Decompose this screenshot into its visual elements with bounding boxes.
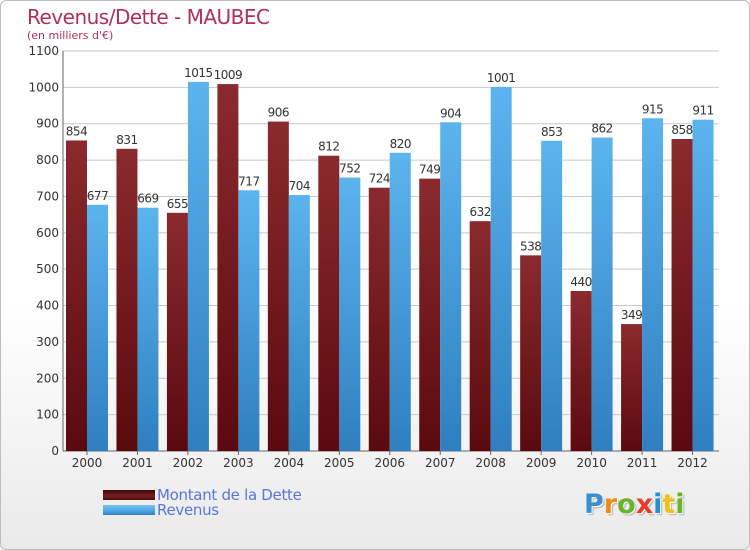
- bar-revenus: [238, 190, 260, 452]
- logo-letter: t: [662, 489, 676, 520]
- y-tick-label: 600: [36, 226, 59, 240]
- y-tick-label: 700: [36, 189, 59, 203]
- bar-dette: [217, 84, 239, 451]
- x-tick-label: 2000: [72, 456, 103, 470]
- legend-label-dette: Montant de la Dette: [157, 486, 302, 504]
- chart-title: Revenus/Dette - MAUBEC: [27, 5, 270, 29]
- data-label: 906: [268, 106, 289, 120]
- legend-label-revenus: Revenus: [157, 501, 219, 519]
- data-label: 752: [339, 162, 360, 176]
- x-tick-label: 2005: [324, 456, 355, 470]
- bar-dette: [469, 221, 491, 451]
- bar-revenus: [339, 177, 361, 451]
- y-tick-label: 0: [51, 444, 59, 458]
- data-label: 669: [137, 192, 158, 206]
- logo-letter: x: [635, 489, 654, 520]
- y-tick-label: 800: [36, 153, 59, 167]
- data-label: 677: [87, 189, 108, 203]
- logo-letter: o: [617, 489, 636, 520]
- bar-revenus: [389, 152, 411, 451]
- x-tick-label: 2003: [223, 456, 254, 470]
- bar-revenus: [440, 122, 462, 451]
- y-tick-label: 400: [36, 299, 59, 313]
- data-label: 655: [167, 197, 188, 211]
- bar-revenus: [642, 118, 664, 451]
- data-label: 1001: [487, 71, 516, 85]
- proxiti-logo: Proxiti: [584, 489, 685, 520]
- x-tick-label: 2007: [425, 456, 456, 470]
- logo-letter: r: [603, 489, 618, 520]
- legend-item-revenus: Revenus: [103, 501, 219, 519]
- chart-subtitle: (en milliers d'€): [27, 29, 114, 42]
- bar-dette: [520, 255, 542, 451]
- data-label: 820: [390, 137, 411, 151]
- bar-revenus: [288, 195, 310, 451]
- bar-dette: [166, 212, 188, 451]
- y-tick-label: 500: [36, 262, 59, 276]
- bar-dette: [116, 148, 138, 451]
- x-tick-label: 2011: [627, 456, 658, 470]
- x-tick-label: 2006: [374, 456, 405, 470]
- data-label: 704: [289, 179, 310, 193]
- bar-dette: [419, 178, 441, 452]
- logo-letter: P: [584, 489, 604, 520]
- data-label: 1015: [184, 66, 213, 80]
- data-label: 632: [469, 205, 490, 219]
- data-label: 749: [419, 163, 440, 177]
- data-label: 717: [238, 174, 259, 188]
- bar-revenus: [541, 140, 563, 451]
- x-tick-label: 2012: [677, 456, 708, 470]
- legend-swatch-revenus: [103, 505, 155, 515]
- bar-dette: [66, 140, 87, 452]
- bar-revenus: [490, 87, 512, 451]
- data-label: 853: [541, 125, 562, 139]
- data-label: 854: [66, 124, 87, 138]
- y-tick-label: 1100: [28, 44, 59, 58]
- x-tick-label: 2008: [475, 456, 506, 470]
- bar-revenus: [87, 204, 108, 451]
- bar-revenus: [187, 81, 209, 451]
- data-label: 812: [318, 140, 339, 154]
- data-label: 862: [591, 122, 612, 136]
- y-tick-label: 1000: [28, 80, 59, 94]
- data-label: 349: [621, 308, 642, 322]
- bar-dette: [318, 155, 340, 451]
- data-label: 538: [520, 239, 541, 253]
- bar-dette: [621, 324, 643, 451]
- x-tick-label: 2010: [576, 456, 607, 470]
- bar-dette: [368, 187, 390, 451]
- y-tick-label: 900: [36, 117, 59, 131]
- logo-letter: i: [653, 489, 663, 520]
- data-label: 831: [116, 133, 137, 147]
- data-label: 1009: [214, 68, 243, 82]
- bar-dette: [671, 139, 693, 451]
- data-label: 440: [570, 275, 591, 289]
- data-label: 911: [692, 104, 713, 118]
- y-tick-label: 200: [36, 371, 59, 385]
- bar-dette: [570, 291, 592, 451]
- data-label: 858: [671, 123, 692, 137]
- y-tick-label: 300: [36, 335, 59, 349]
- legend-swatch-dette: [103, 490, 155, 500]
- logo-letter: i: [675, 489, 685, 520]
- x-tick-label: 2009: [526, 456, 557, 470]
- bar-revenus: [692, 119, 714, 452]
- legend-item-dette: Montant de la Dette: [103, 486, 302, 504]
- y-tick-label: 100: [36, 408, 59, 422]
- bar-dette: [267, 121, 289, 451]
- x-tick-label: 2001: [122, 456, 153, 470]
- x-tick-label: 2004: [274, 456, 305, 470]
- bar-revenus: [137, 207, 159, 451]
- data-label: 915: [642, 102, 663, 116]
- bar-revenus: [591, 137, 613, 451]
- x-tick-label: 2002: [173, 456, 204, 470]
- data-label: 904: [440, 106, 461, 120]
- data-label: 724: [369, 172, 390, 186]
